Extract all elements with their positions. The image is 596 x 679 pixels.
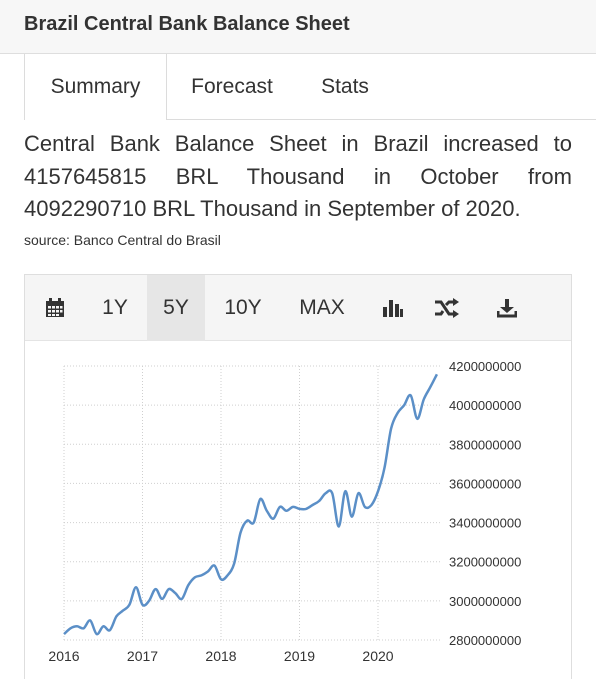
tab-stats[interactable]: Stats	[321, 75, 369, 98]
tab-summary[interactable]: Summary	[25, 54, 167, 120]
bar-chart-icon[interactable]	[371, 275, 415, 341]
shuffle-icon[interactable]	[425, 275, 469, 341]
series-line	[63, 373, 439, 636]
x-tick-label: 2016	[48, 648, 79, 664]
summary-text: Central Bank Balance Sheet in Brazil inc…	[24, 131, 572, 221]
source-text: source: Banco Central do Brasil	[24, 232, 221, 248]
y-tick-label: 4200000000	[449, 359, 521, 374]
tab-forecast[interactable]: Forecast	[191, 75, 273, 98]
x-tick-label: 2017	[127, 648, 158, 664]
x-tick-label: 2018	[205, 648, 236, 664]
y-tick-label: 3600000000	[449, 476, 521, 491]
y-tick-label: 3200000000	[449, 555, 521, 570]
tab-bar: Summary Forecast Stats	[24, 54, 596, 120]
y-tick-label: 3400000000	[449, 516, 521, 531]
page-header: Brazil Central Bank Balance Sheet	[0, 0, 596, 54]
chart-toolbar: 1Y 5Y 10Y MAX	[25, 275, 571, 341]
y-tick-label: 3000000000	[449, 594, 521, 609]
range-max-button[interactable]: MAX	[299, 296, 345, 319]
range-10y-button[interactable]: 10Y	[224, 296, 262, 319]
y-tick-label: 2800000000	[449, 633, 521, 648]
range-1y-button[interactable]: 1Y	[102, 296, 128, 319]
x-tick-label: 2019	[284, 648, 315, 664]
page-title: Brazil Central Bank Balance Sheet	[24, 13, 350, 35]
range-5y-button[interactable]: 5Y	[147, 275, 205, 341]
calendar-icon[interactable]	[35, 275, 75, 341]
download-icon[interactable]	[485, 275, 529, 341]
y-tick-label: 3800000000	[449, 437, 521, 452]
x-tick-label: 2020	[362, 648, 393, 664]
chart-container: 1Y 5Y 10Y MAX	[24, 274, 572, 679]
y-tick-label: 4000000000	[449, 398, 521, 413]
